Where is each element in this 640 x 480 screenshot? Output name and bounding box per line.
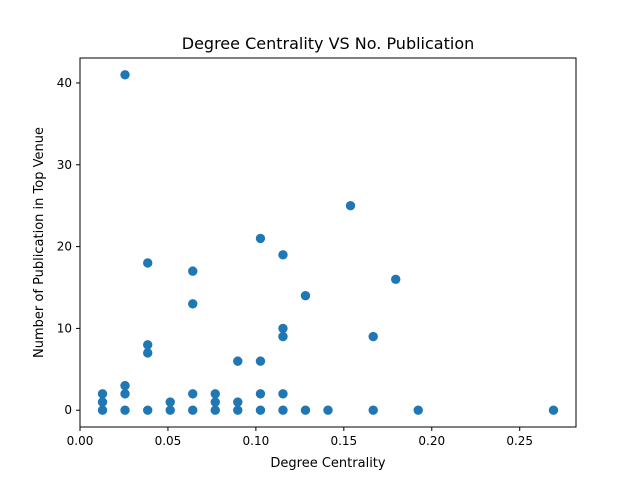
data-point (143, 258, 153, 268)
data-point (391, 274, 401, 285)
data-point (165, 405, 175, 415)
x-axis-label: Degree Centrality (270, 456, 385, 471)
data-point (188, 266, 198, 276)
data-point (165, 397, 175, 407)
data-point (120, 380, 130, 391)
chart-title: Degree Centrality VS No. Publication (182, 34, 475, 53)
data-point (188, 389, 198, 399)
data-point (97, 397, 108, 407)
y-axis-label: Number of Publication in Top Venue (32, 127, 47, 358)
y-tick-label: 30 (57, 158, 72, 172)
data-point (143, 340, 153, 350)
y-tick-label: 0 (64, 403, 72, 417)
data-point (120, 389, 130, 399)
x-tick-label: 0.05 (155, 434, 182, 448)
data-point (278, 331, 288, 342)
y-tick-label: 20 (57, 240, 72, 254)
data-point (143, 405, 153, 415)
data-point (97, 405, 108, 415)
data-point (233, 397, 243, 407)
data-point (323, 405, 333, 415)
data-point (120, 405, 130, 415)
y-axis-ticks: 0 10 20 30 40 (57, 76, 80, 417)
plot-frame (79, 57, 577, 428)
data-point (210, 405, 220, 415)
data-point (548, 405, 559, 415)
data-point (368, 331, 378, 342)
data-point (278, 389, 288, 399)
data-point (278, 250, 288, 260)
data-point (300, 290, 311, 301)
data-point (97, 389, 108, 399)
data-point (278, 405, 288, 415)
x-tick-label: 0.00 (67, 434, 94, 448)
x-tick-label: 0.25 (506, 434, 533, 448)
y-tick-label: 10 (57, 321, 72, 335)
data-point (188, 405, 198, 415)
data-point (210, 389, 220, 399)
data-point (188, 299, 198, 309)
data-point (255, 356, 266, 366)
x-tick-label: 0.20 (418, 434, 445, 448)
data-point (143, 348, 153, 358)
data-point (345, 200, 356, 211)
data-point (233, 405, 243, 415)
data-points (97, 70, 559, 415)
data-point (210, 397, 220, 407)
x-axis-ticks: 0.00 0.05 0.10 0.15 0.20 0.25 (67, 427, 533, 448)
data-point (255, 389, 266, 399)
data-point (300, 405, 311, 415)
data-point (278, 323, 288, 334)
data-point (120, 70, 130, 80)
y-tick-label: 40 (57, 76, 72, 90)
x-tick-label: 0.15 (330, 434, 357, 448)
data-point (255, 405, 266, 415)
data-point (413, 405, 423, 415)
x-tick-label: 0.10 (243, 434, 270, 448)
data-point (233, 356, 243, 366)
data-point (255, 233, 266, 244)
data-point (368, 405, 378, 415)
